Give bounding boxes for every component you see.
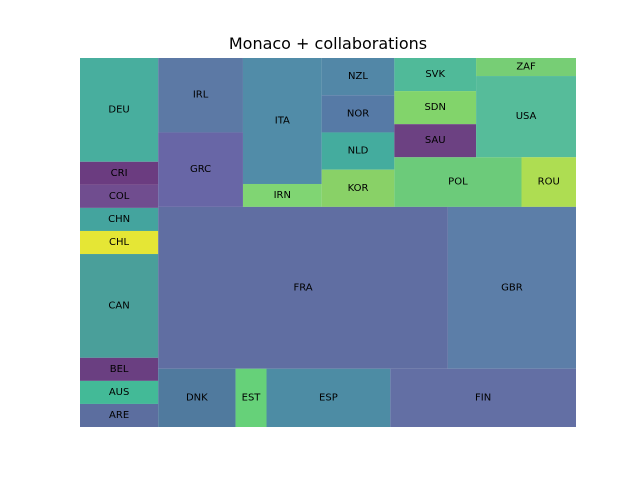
treemap-cell-deu — [80, 58, 159, 162]
treemap-cell-fin — [390, 368, 576, 427]
treemap-cell-usa — [476, 76, 576, 158]
treemap-label-fra: FRA — [293, 282, 312, 293]
treemap-label-grc: GRC — [190, 164, 211, 175]
treemap-cell-gbr — [447, 206, 576, 369]
treemap-cell-esp — [266, 368, 391, 427]
treemap-cell-nld — [321, 132, 395, 170]
treemap-label-irl: IRL — [193, 90, 209, 101]
treemap-cell-bel — [80, 357, 159, 381]
treemap-label-kor: KOR — [348, 183, 369, 194]
treemap-cell-grc — [158, 132, 243, 207]
treemap-cell-can — [80, 254, 159, 358]
treemap-cell-are — [80, 403, 159, 427]
treemap-cell-dnk — [158, 368, 236, 427]
treemap-label-rou: ROU — [538, 177, 560, 188]
treemap-label-nld: NLD — [348, 146, 369, 157]
treemap-cell-svk — [394, 58, 477, 92]
treemap-label-esp: ESP — [319, 392, 338, 403]
treemap-label-chn: CHN — [108, 214, 130, 225]
treemap-label-bel: BEL — [110, 364, 129, 375]
treemap-cell-chn — [80, 207, 159, 231]
treemap-label-sau: SAU — [425, 135, 446, 146]
treemap-label-est: EST — [242, 392, 262, 403]
treemap-label-dnk: DNK — [186, 392, 208, 403]
treemap-cell-chl — [80, 230, 159, 255]
treemap-label-irn: IRN — [274, 190, 291, 201]
treemap-label-col: COL — [109, 191, 130, 202]
treemap-label-deu: DEU — [108, 104, 129, 115]
treemap-label-nor: NOR — [347, 108, 369, 119]
chart-title: Monaco + collaborations — [229, 34, 427, 53]
treemap-label-usa: USA — [516, 111, 537, 122]
treemap-cell-fra — [158, 206, 448, 369]
treemap-label-pol: POL — [448, 177, 468, 188]
treemap-label-ita: ITA — [275, 115, 290, 126]
treemap-label-zaf: ZAF — [516, 62, 536, 73]
treemap-cell-sdn — [394, 91, 477, 125]
treemap-cell-irn — [242, 183, 322, 207]
treemap-label-nzl: NZL — [348, 71, 368, 82]
treemap-label-aus: AUS — [109, 387, 130, 398]
treemap-label-fin: FIN — [475, 392, 491, 403]
treemap-cell-ita — [242, 58, 322, 184]
treemap-cells: DEU CRI COL CHN CHL CAN BEL AUS ARE IRL GRC ITA IRN N… — [80, 58, 576, 427]
treemap-label-gbr: GBR — [501, 282, 523, 293]
treemap-label-can: CAN — [108, 300, 129, 311]
treemap-cell-est — [235, 368, 267, 427]
treemap-label-are: ARE — [109, 410, 129, 421]
treemap-label-cri: CRI — [111, 168, 128, 179]
treemap-label-chl: CHL — [109, 237, 130, 248]
treemap-cell-aus — [80, 380, 159, 404]
treemap-cell-irl — [158, 58, 243, 133]
treemap-label-sdn: SDN — [424, 102, 446, 113]
treemap-cell-kor — [321, 169, 395, 207]
treemap-label-svk: SVK — [425, 69, 445, 80]
treemap-cell-nor — [321, 95, 395, 133]
treemap-cell-rou — [521, 157, 576, 207]
treemap-cell-sau — [394, 124, 477, 158]
treemap-cell-zaf — [476, 58, 576, 77]
treemap-cell-col — [80, 184, 159, 208]
treemap-cell-cri — [80, 161, 159, 185]
treemap-cell-nzl — [321, 58, 395, 96]
treemap-cell-pol — [394, 157, 522, 207]
